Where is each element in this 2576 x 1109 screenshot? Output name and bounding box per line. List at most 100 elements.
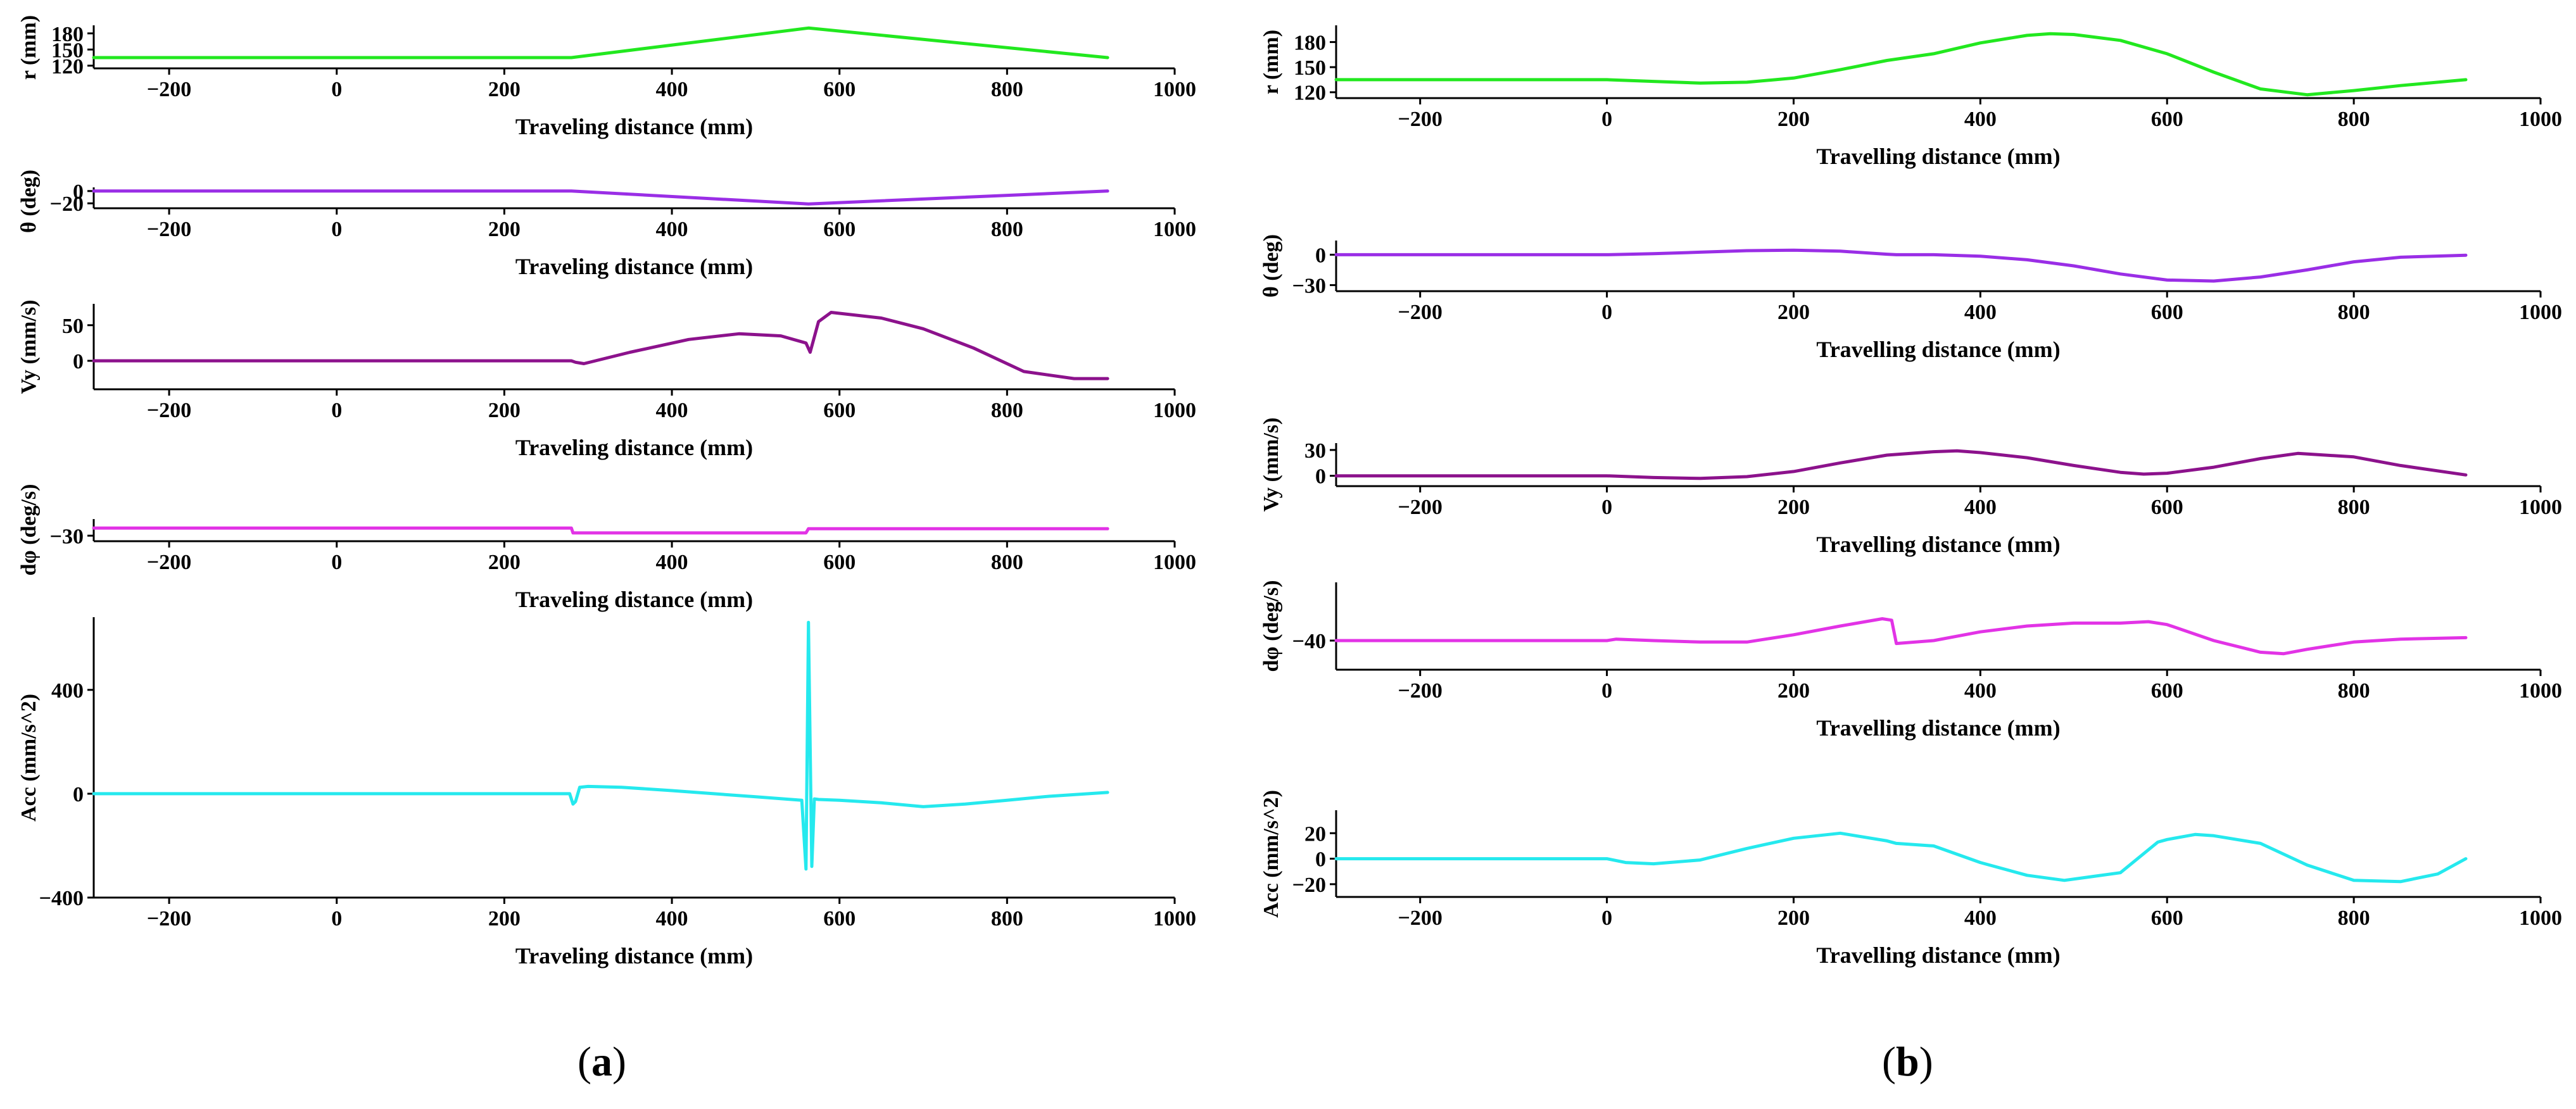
data-series-line [92,620,1109,871]
x-tick-label: −200 [1398,108,1443,131]
y-tick-label: 0 [73,180,84,204]
y-axis-title: dφ (deg/s) [17,484,41,576]
y-axis-title: θ (deg) [1260,234,1283,298]
x-tick-label: 400 [656,78,688,101]
x-tick-label: −200 [1398,496,1443,519]
x-axis-title: Travelling distance (mm) [1816,144,2060,169]
x-tick-label: 600 [2151,496,2183,519]
x-tick-label: 0 [1601,679,1612,703]
x-tick-label: −200 [147,399,191,422]
x-tick-label: 200 [488,907,521,930]
x-tick-label: 1000 [2519,679,2562,703]
x-tick-label: 1000 [2519,496,2562,519]
x-tick-label: 0 [331,551,342,574]
x-tick-label: 800 [2338,301,2370,324]
y-tick-label: 30 [1304,439,1326,463]
x-tick-label: 0 [1601,108,1612,131]
x-axis-title: Travelling distance (mm) [1816,715,2060,741]
x-tick-label: 400 [1964,906,1997,930]
x-tick-label: 400 [656,907,688,930]
y-tick-label: 120 [51,55,84,78]
panel-label-b: (b) [1882,1039,1933,1085]
x-tick-label: 800 [2338,906,2370,930]
x-tick-label: 0 [331,218,342,241]
y-tick-label: 400 [51,679,84,703]
y-tick-label: 50 [62,315,84,338]
data-series-line [1334,617,2468,656]
y-tick-label: 180 [51,23,84,46]
y-axis-title: θ (deg) [17,170,41,233]
y-axis-title: Acc (mm/s^2) [17,694,41,822]
panel-letter-b: b [1895,1039,1919,1085]
data-series-line [92,26,1109,60]
x-tick-label: 200 [1777,301,1810,324]
x-tick-label: 1000 [1153,218,1196,241]
x-tick-label: 600 [823,907,856,930]
x-tick-label: 0 [331,907,342,930]
y-tick-label: −40 [1292,630,1326,653]
x-tick-label: 1000 [2519,906,2562,930]
panel-letter-a: a [591,1039,612,1085]
y-tick-label: −30 [50,525,84,548]
x-tick-label: −200 [1398,906,1443,930]
x-tick-label: 400 [656,218,688,241]
x-tick-label: 600 [2151,906,2183,930]
data-series-line [1334,248,2468,283]
x-axis-title: Traveling distance (mm) [515,254,753,279]
x-tick-label: 400 [1964,679,1997,703]
x-tick-label: −200 [1398,679,1443,703]
y-tick-label: 180 [1294,31,1326,54]
x-tick-label: 0 [1601,906,1612,930]
y-tick-label: 0 [73,350,84,373]
x-tick-label: 400 [1964,108,1997,131]
x-axis-title: Travelling distance (mm) [1816,337,2060,362]
x-tick-label: −200 [147,907,191,930]
y-axis-title: r (mm) [17,15,41,80]
x-tick-label: 800 [2338,496,2370,519]
x-tick-label: 200 [1777,108,1810,131]
y-tick-label: −20 [50,192,84,216]
x-tick-label: 200 [488,78,521,101]
x-tick-label: −200 [147,551,191,574]
x-axis-title: Traveling distance (mm) [515,587,753,612]
x-tick-label: 600 [2151,301,2183,324]
panel-label-a: (a) [578,1039,626,1085]
x-tick-label: 800 [991,399,1023,422]
y-axis-title: Vy (mm/s) [17,300,41,394]
x-tick-label: 400 [656,551,688,574]
x-tick-label: 800 [991,907,1023,930]
x-tick-label: 600 [823,78,856,101]
x-tick-label: 600 [2151,679,2183,703]
x-axis-title: Traveling distance (mm) [515,114,753,139]
chart-b-9: −200 0 200 400 600 800 1000 −40 Travelling dista… [1260,580,2562,741]
x-tick-label: 200 [488,218,521,241]
x-tick-label: 1000 [2519,108,2562,131]
data-series-line [1334,449,2468,480]
chart-a-4: −200 0 200 400 600 800 1000 −30 Traveling distan… [17,484,1196,612]
x-tick-label: 600 [823,399,856,422]
x-tick-label: 800 [2338,108,2370,131]
x-tick-label: 200 [488,399,521,422]
y-tick-label: 0 [1315,848,1326,872]
x-tick-label: −200 [1398,301,1443,324]
x-tick-label: 800 [991,551,1023,574]
x-tick-label: 800 [2338,679,2370,703]
x-tick-label: 200 [1777,679,1810,703]
data-series-line [92,526,1109,535]
x-tick-label: 400 [1964,496,1997,519]
x-tick-label: 600 [2151,108,2183,131]
x-axis-title: Traveling distance (mm) [515,943,753,968]
y-axis-title: dφ (deg/s) [1260,580,1283,672]
y-tick-label: 150 [1294,56,1326,80]
y-tick-label: 150 [51,39,84,62]
x-tick-label: 400 [1964,301,1997,324]
x-tick-label: 1000 [2519,301,2562,324]
x-tick-label: 1000 [1153,907,1196,930]
x-tick-label: 800 [991,218,1023,241]
y-tick-label: −400 [39,887,84,910]
